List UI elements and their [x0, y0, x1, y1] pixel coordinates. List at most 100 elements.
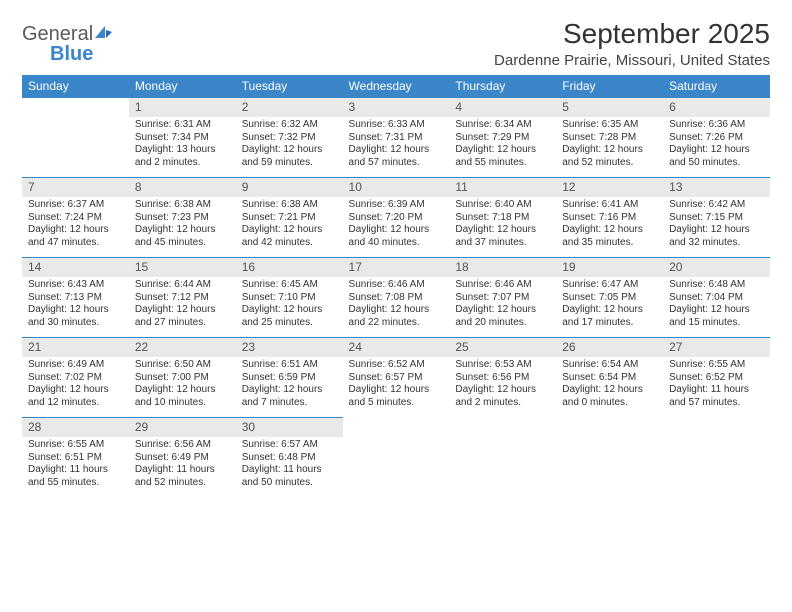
daylight-text: Daylight: 12 hours	[349, 304, 444, 317]
day-number: 19	[556, 258, 663, 277]
daylight-text: and 50 minutes.	[669, 157, 764, 170]
calendar-cell: 20Sunrise: 6:48 AMSunset: 7:04 PMDayligh…	[663, 258, 770, 338]
sunrise-text: Sunrise: 6:38 AM	[242, 199, 337, 212]
sunset-text: Sunset: 6:48 PM	[242, 452, 337, 465]
calendar-week: 1Sunrise: 6:31 AMSunset: 7:34 PMDaylight…	[22, 98, 770, 178]
day-header: Friday	[556, 75, 663, 98]
daylight-text: and 37 minutes.	[455, 237, 550, 250]
calendar-cell: 4Sunrise: 6:34 AMSunset: 7:29 PMDaylight…	[449, 98, 556, 178]
calendar-cell: 6Sunrise: 6:36 AMSunset: 7:26 PMDaylight…	[663, 98, 770, 178]
daylight-text: and 30 minutes.	[28, 317, 123, 330]
sunset-text: Sunset: 6:49 PM	[135, 452, 230, 465]
calendar-cell: 29Sunrise: 6:56 AMSunset: 6:49 PMDayligh…	[129, 418, 236, 498]
daylight-text: and 52 minutes.	[135, 477, 230, 490]
day-number: 27	[663, 338, 770, 357]
calendar-cell: 8Sunrise: 6:38 AMSunset: 7:23 PMDaylight…	[129, 178, 236, 258]
daylight-text: and 32 minutes.	[669, 237, 764, 250]
day-number: 29	[129, 418, 236, 437]
daylight-text: and 25 minutes.	[242, 317, 337, 330]
sunrise-text: Sunrise: 6:41 AM	[562, 199, 657, 212]
day-number: 12	[556, 178, 663, 197]
location-text: Dardenne Prairie, Missouri, United State…	[494, 52, 770, 69]
sunrise-text: Sunrise: 6:45 AM	[242, 279, 337, 292]
title-block: September 2025 Dardenne Prairie, Missour…	[494, 18, 770, 69]
sunrise-text: Sunrise: 6:40 AM	[455, 199, 550, 212]
day-header: Tuesday	[236, 75, 343, 98]
calendar-cell: 21Sunrise: 6:49 AMSunset: 7:02 PMDayligh…	[22, 338, 129, 418]
day-header: Monday	[129, 75, 236, 98]
daylight-text: Daylight: 12 hours	[562, 144, 657, 157]
daylight-text: and 15 minutes.	[669, 317, 764, 330]
daylight-text: and 57 minutes.	[669, 397, 764, 410]
day-header-row: SundayMondayTuesdayWednesdayThursdayFrid…	[22, 75, 770, 98]
sunrise-text: Sunrise: 6:51 AM	[242, 359, 337, 372]
sunset-text: Sunset: 6:59 PM	[242, 372, 337, 385]
daylight-text: and 0 minutes.	[562, 397, 657, 410]
calendar-cell: 3 Sunrise: 6:33 AMSunset: 7:31 PMDaylight…	[343, 98, 450, 178]
day-header: Thursday	[449, 75, 556, 98]
daylight-text: and 45 minutes.	[135, 237, 230, 250]
logo-text-blue: Blue	[50, 43, 93, 65]
daylight-text: Daylight: 12 hours	[455, 384, 550, 397]
sunrise-text: Sunrise: 6:46 AM	[455, 279, 550, 292]
sunset-text: Sunset: 7:13 PM	[28, 292, 123, 305]
sunset-text: Sunset: 7:31 PM	[349, 132, 444, 145]
calendar-cell: 13Sunrise: 6:42 AMSunset: 7:15 PMDayligh…	[663, 178, 770, 258]
daylight-text: Daylight: 12 hours	[349, 144, 444, 157]
sunset-text: Sunset: 6:52 PM	[669, 372, 764, 385]
sunset-text: Sunset: 7:20 PM	[349, 212, 444, 225]
calendar-cell: 10Sunrise: 6:39 AMSunset: 7:20 PMDayligh…	[343, 178, 450, 258]
day-number: 21	[22, 338, 129, 357]
day-number: 3	[343, 98, 450, 117]
daylight-text: and 12 minutes.	[28, 397, 123, 410]
sunrise-text: Sunrise: 6:42 AM	[669, 199, 764, 212]
calendar-cell: 22Sunrise: 6:50 AMSunset: 7:00 PMDayligh…	[129, 338, 236, 418]
calendar-page: General Blue September 2025 Dardenne Pra…	[0, 0, 792, 497]
header: General Blue September 2025 Dardenne Pra…	[22, 18, 770, 69]
empty-cell	[22, 98, 129, 178]
daylight-text: and 52 minutes.	[562, 157, 657, 170]
daylight-text: and 47 minutes.	[28, 237, 123, 250]
calendar-cell: 5Sunrise: 6:35 AMSunset: 7:28 PMDaylight…	[556, 98, 663, 178]
sunrise-text: Sunrise: 6:33 AM	[349, 119, 444, 132]
sunset-text: Sunset: 7:00 PM	[135, 372, 230, 385]
calendar-cell: 7Sunrise: 6:37 AMSunset: 7:24 PMDaylight…	[22, 178, 129, 258]
day-number: 28	[22, 418, 129, 437]
daylight-text: and 17 minutes.	[562, 317, 657, 330]
day-number: 24	[343, 338, 450, 357]
daylight-text: and 55 minutes.	[28, 477, 123, 490]
sunrise-text: Sunrise: 6:50 AM	[135, 359, 230, 372]
daylight-text: Daylight: 12 hours	[562, 304, 657, 317]
calendar-cell: 11Sunrise: 6:40 AMSunset: 7:18 PMDayligh…	[449, 178, 556, 258]
sunrise-text: Sunrise: 6:56 AM	[135, 439, 230, 452]
sunrise-text: Sunrise: 6:54 AM	[562, 359, 657, 372]
sunrise-text: Sunrise: 6:55 AM	[669, 359, 764, 372]
calendar-cell: 17Sunrise: 6:46 AMSunset: 7:08 PMDayligh…	[343, 258, 450, 338]
daylight-text: Daylight: 12 hours	[242, 224, 337, 237]
calendar-body: 1Sunrise: 6:31 AMSunset: 7:34 PMDaylight…	[22, 98, 770, 498]
daylight-text: and 59 minutes.	[242, 157, 337, 170]
day-number: 23	[236, 338, 343, 357]
sunset-text: Sunset: 7:18 PM	[455, 212, 550, 225]
calendar-cell: 30Sunrise: 6:57 AMSunset: 6:48 PMDayligh…	[236, 418, 343, 498]
day-header: Saturday	[663, 75, 770, 98]
daylight-text: Daylight: 12 hours	[242, 304, 337, 317]
day-number: 15	[129, 258, 236, 277]
daylight-text: and 57 minutes.	[349, 157, 444, 170]
daylight-text: Daylight: 11 hours	[669, 384, 764, 397]
daylight-text: and 27 minutes.	[135, 317, 230, 330]
daylight-text: Daylight: 12 hours	[135, 304, 230, 317]
day-number: 9	[236, 178, 343, 197]
daylight-text: Daylight: 12 hours	[455, 304, 550, 317]
day-number: 20	[663, 258, 770, 277]
daylight-text: and 7 minutes.	[242, 397, 337, 410]
sunrise-text: Sunrise: 6:55 AM	[28, 439, 123, 452]
sunset-text: Sunset: 6:57 PM	[349, 372, 444, 385]
sunrise-text: Sunrise: 6:32 AM	[242, 119, 337, 132]
calendar-cell: 9 Sunrise: 6:38 AMSunset: 7:21 PMDaylight…	[236, 178, 343, 258]
sunset-text: Sunset: 7:21 PM	[242, 212, 337, 225]
day-number: 14	[22, 258, 129, 277]
day-number: 18	[449, 258, 556, 277]
day-number: 7	[22, 178, 129, 197]
day-number: 22	[129, 338, 236, 357]
